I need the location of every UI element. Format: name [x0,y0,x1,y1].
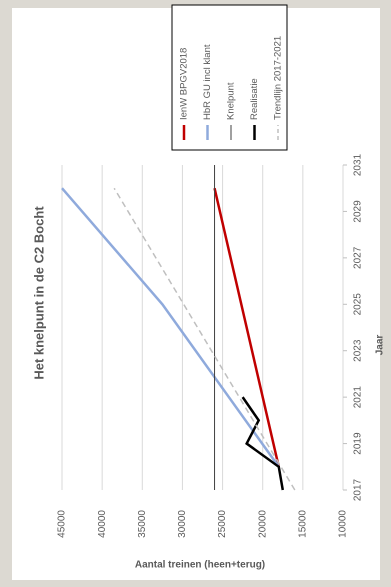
y-tick-label: 20000 [257,510,268,538]
y-tick-label: 10000 [338,510,349,538]
legend-label: Realisatie [249,78,260,120]
y-tick-label: 15000 [297,510,308,538]
legend-box [171,4,288,151]
y-tick-label: 35000 [137,510,148,538]
x-axis-title: Jaar [375,335,386,356]
y-tick-label: 30000 [177,510,188,538]
x-tick-label: 2031 [353,153,364,176]
legend-label: HbR GU incl klant [202,44,213,120]
y-axis-title: Aantal treinen (heen+terug) [135,560,265,571]
x-tick-label: 2019 [353,432,364,455]
series-line [241,396,285,491]
x-tick-label: 2027 [353,246,364,269]
series-line [213,187,280,468]
series-line [61,187,280,468]
y-tick-label: 45000 [57,510,68,538]
legend-label: Knelpunt [226,82,237,120]
series-line [113,187,296,491]
x-tick-label: 2025 [353,293,364,316]
y-tick-label: 25000 [217,510,228,538]
x-tick-label: 2023 [353,339,364,362]
legend-label: IenW BPGV2018 [179,48,190,120]
rotated-chart: Het knelpunt in de C2 Bocht Jaar Aantal … [31,4,386,571]
y-tick-label: 40000 [97,510,108,538]
x-tick-label: 2021 [353,386,364,409]
legend-label: Trendlijn 2017-2021 [273,36,284,120]
x-tick-label: 2029 [353,200,364,223]
chart-title: Het knelpunt in de C2 Bocht [31,206,46,380]
x-tick-label: 2017 [353,478,364,501]
